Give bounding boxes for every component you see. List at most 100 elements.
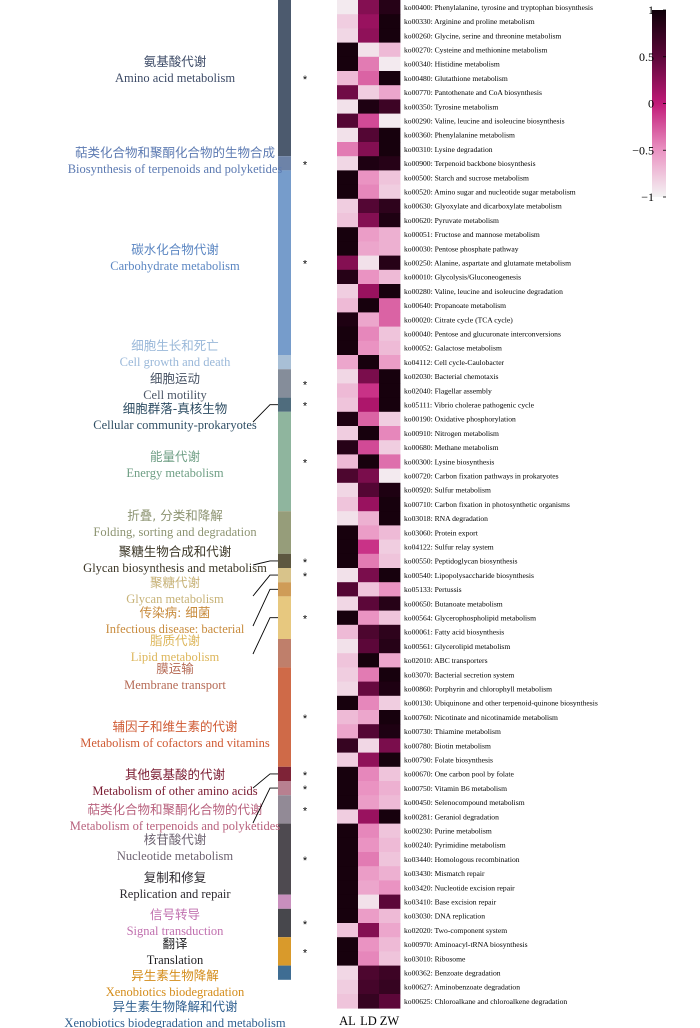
heatmap-cell [337, 411, 359, 427]
heatmap-cell [337, 937, 359, 952]
category-label-cn: 氨基酸代谢 [144, 54, 207, 69]
heatmap-cell [337, 255, 359, 271]
heatmap-cell [337, 624, 359, 640]
heatmap-cell [337, 0, 359, 15]
category-block [278, 369, 291, 398]
pathway-label: ko00051: Fructose and mannose metabolism [404, 230, 540, 239]
heatmap-cell [358, 923, 380, 938]
heatmap-cell [379, 440, 401, 455]
heatmap-cell [337, 284, 359, 299]
heatmap-cell [358, 255, 380, 271]
category-label-cn: 碳水化合物代谢 [131, 242, 219, 257]
category-block [278, 766, 291, 781]
pathway-label: ko00640: Propanoate metabolism [404, 301, 506, 310]
pathway-label: ko00790: Folate biosynthesis [404, 756, 493, 765]
pathway-label: ko00260: Glycine, serine and threonine m… [404, 31, 561, 40]
heatmap-cell [358, 156, 380, 171]
category-label-cn: 复制和修复 [144, 870, 207, 885]
heatmap-cell [379, 695, 401, 711]
category-block [278, 511, 291, 554]
heatmap-cell [358, 937, 380, 952]
heatmap-cell [358, 639, 380, 654]
heatmap-cell [358, 482, 380, 498]
pathway-label: ko00250: Alanine, aspartate and glutamat… [404, 259, 571, 268]
heatmap-cell [358, 312, 380, 327]
pathway-label: ko03410: Base excision repair [404, 898, 497, 907]
heatmap-cell [379, 113, 401, 129]
column-label: LD [360, 1014, 377, 1028]
heatmap-cell [379, 525, 401, 540]
pathway-labels: ko00400: Phenylalanine, tyrosine and try… [404, 3, 598, 1006]
category-label-en: Replication and repair [119, 887, 231, 901]
pathway-label: ko00627: Aminobenzoate degradation [404, 983, 520, 992]
heatmap-cell [379, 411, 401, 427]
significance-star: * [303, 159, 308, 171]
heatmap-cell [379, 752, 401, 768]
pathway-label: ko00230: Purine metabolism [404, 827, 492, 836]
heatmap-cell [358, 28, 380, 43]
heatmap-cell [379, 823, 401, 839]
heatmap-cell [358, 738, 380, 753]
category-label-en: Folding, sorting and degradation [93, 525, 257, 539]
category-label-en: Membrane transport [124, 678, 226, 692]
category-block [278, 156, 291, 171]
category-block [278, 0, 291, 157]
heatmap-cell [358, 227, 380, 242]
heatmap-cell [379, 340, 401, 356]
heatmap-cell [379, 269, 401, 285]
heatmap-cells [337, 0, 401, 1009]
heatmap-cell [379, 837, 401, 853]
heatmap-cell [337, 653, 359, 668]
heatmap-cell [358, 553, 380, 569]
heatmap-cell [337, 525, 359, 540]
heatmap-cell [379, 42, 401, 58]
heatmap-cell [337, 894, 359, 910]
pathway-label: ko00190: Oxidative phosphorylation [404, 415, 516, 424]
heatmap-cell [358, 681, 380, 697]
heatmap-cell [379, 156, 401, 171]
heatmap-cell [358, 852, 380, 867]
heatmap-cell [379, 965, 401, 981]
pathway-label: ko00550: Peptidoglycan biosynthesis [404, 557, 518, 566]
heatmap-cell [337, 184, 359, 200]
heatmap-cell [379, 923, 401, 938]
heatmap-cell [337, 568, 359, 583]
category-label-en: Nucleotide metabolism [117, 849, 234, 863]
heatmap-cell [337, 979, 359, 995]
heatmap-cell [358, 142, 380, 157]
heatmap-cell [358, 866, 380, 881]
category-label-cn: 其他氨基酸的代谢 [125, 767, 225, 782]
pathway-label: ko00630: Glyoxylate and dicarboxylate me… [404, 202, 562, 211]
heatmap-cell [337, 142, 359, 157]
heatmap-cell [379, 71, 401, 86]
pathway-label: ko00860: Porphyrin and chlorophyll metab… [404, 685, 552, 694]
heatmap-cell [379, 710, 401, 725]
category-label-cn: 细胞运动 [150, 371, 200, 386]
category-label-cn: 膜运输 [156, 661, 194, 676]
pathway-label: ko00052: Galactose metabolism [404, 344, 502, 353]
heatmap-cell [358, 127, 380, 143]
heatmap-cell [379, 227, 401, 242]
category-label-cn: 核苷酸代谢 [144, 832, 207, 847]
heatmap-cell [379, 28, 401, 43]
pathway-label: ko00240: Pyrimidine metabolism [404, 841, 506, 850]
heatmap-cell [358, 795, 380, 810]
category-label-cn: 细胞生长和死亡 [131, 338, 219, 353]
significance-star: * [303, 557, 308, 569]
category-block [278, 639, 291, 668]
significance-star: * [303, 379, 308, 391]
category-label-en: Cell motility [143, 388, 207, 402]
heatmap-cell [358, 525, 380, 540]
category-label-cn: 异生素生物降解和代谢 [112, 999, 237, 1014]
heatmap-cell [379, 653, 401, 668]
pathway-label: ko00540: Lipopolysaccharide biosynthesis [404, 571, 534, 580]
pathway-label: ko02040: Flagellar assembly [404, 386, 492, 395]
heatmap-cell [337, 695, 359, 711]
heatmap-cell [337, 113, 359, 129]
pathway-label: ko02010: ABC transporters [404, 656, 488, 665]
colorbar-tick-label: 0 [648, 97, 654, 111]
heatmap-cell [358, 667, 380, 682]
heatmap-cell [337, 156, 359, 171]
pathway-label: ko00330: Arginine and proline metabolism [404, 17, 535, 26]
heatmap-cell [358, 298, 380, 313]
